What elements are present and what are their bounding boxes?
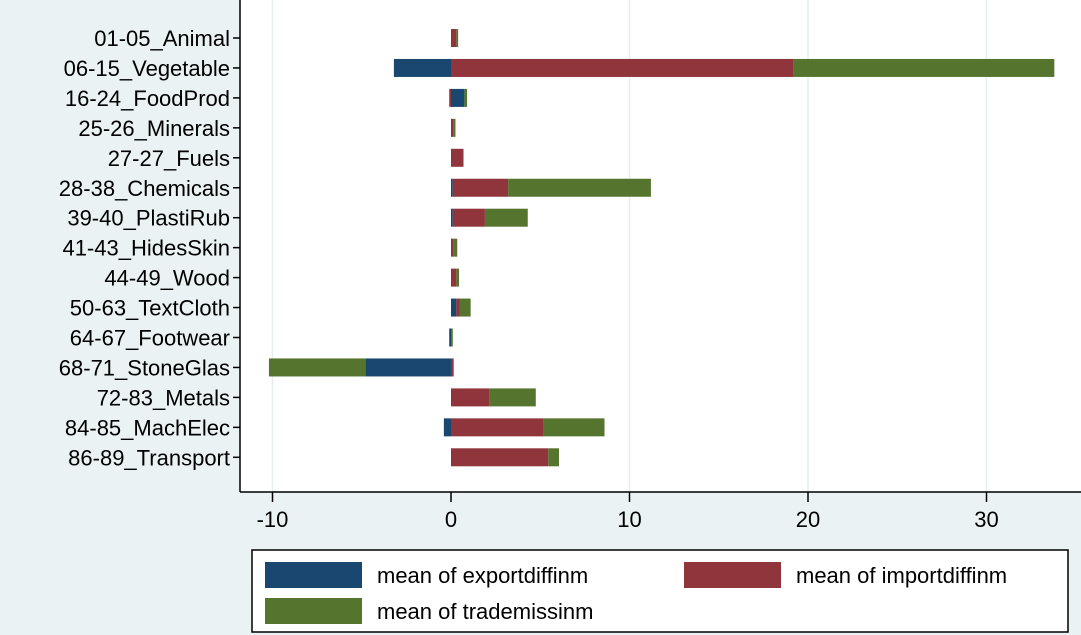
- bar-exportdiffinm-86-89-transport: [451, 448, 452, 467]
- legend-label-exportdiffinm: mean of exportdiffinm: [377, 563, 588, 588]
- legend-swatch-exportdiffinm: [265, 562, 362, 588]
- category-label-68-71-stoneglas: 68-71_StoneGlas: [59, 355, 230, 380]
- category-label-44-49-wood: 44-49_Wood: [104, 266, 230, 291]
- bar-importdiffinm-25-26-minerals: [451, 118, 454, 137]
- category-label-16-24-foodprod: 16-24_FoodProd: [65, 86, 230, 111]
- bar-exportdiffinm-44-49-wood: [451, 268, 452, 287]
- bar-importdiffinm-41-43-hidesskin: [451, 238, 454, 257]
- bar-trademissinm-68-71-stoneglas: [268, 358, 366, 377]
- bar-importdiffinm-44-49-wood: [451, 268, 457, 287]
- bar-trademissinm-16-24-foodprod: [464, 88, 468, 107]
- bar-exportdiffinm-16-24-foodprod: [451, 88, 465, 107]
- bar-trademissinm-44-49-wood: [456, 268, 460, 287]
- x-tick-label: 0: [445, 507, 457, 532]
- bar-importdiffinm-27-27-fuels: [451, 148, 464, 167]
- category-label-25-26-minerals: 25-26_Minerals: [78, 116, 230, 141]
- category-label-50-63-textcloth: 50-63_TextCloth: [70, 296, 230, 321]
- bar-trademissinm-64-67-footwear: [451, 328, 453, 347]
- plot-area: [240, 0, 1081, 492]
- legend-label-trademissinm: mean of trademissinm: [377, 599, 593, 624]
- bar-importdiffinm-28-38-chemicals: [452, 178, 509, 197]
- bar-exportdiffinm-68-71-stoneglas: [365, 358, 451, 377]
- category-label-72-83-metals: 72-83_Metals: [97, 385, 230, 410]
- legend: mean of exportdiffinm mean of importdiffi…: [251, 549, 1069, 633]
- category-label-64-67-footwear: 64-67_Footwear: [70, 326, 230, 351]
- bar-trademissinm-06-15-vegetable: [793, 58, 1055, 77]
- bar-exportdiffinm-50-63-textcloth: [451, 298, 457, 317]
- bar-exportdiffinm-06-15-vegetable: [393, 58, 451, 77]
- category-label-86-89-transport: 86-89_Transport: [68, 445, 230, 470]
- bar-importdiffinm-68-71-stoneglas: [451, 358, 454, 377]
- legend-label-importdiffinm: mean of importdiffinm: [796, 563, 1007, 588]
- category-label-28-38-chemicals: 28-38_Chemicals: [59, 176, 230, 201]
- category-label-06-15-vegetable: 06-15_Vegetable: [64, 56, 230, 81]
- x-axis-ticks: -10 0 10 20 30: [257, 492, 999, 532]
- bar-importdiffinm-84-85-machelec: [451, 418, 544, 437]
- category-label-27-27-fuels: 27-27_Fuels: [108, 146, 230, 171]
- bars: [268, 29, 1055, 467]
- bar-exportdiffinm-72-83-metals: [451, 388, 452, 407]
- bar-trademissinm-28-38-chemicals: [508, 178, 651, 197]
- gridlines: [271, 0, 988, 492]
- bar-exportdiffinm-01-05-animal: [451, 29, 452, 47]
- bar-exportdiffinm-84-85-machelec: [443, 418, 451, 437]
- bar-trademissinm-25-26-minerals: [453, 118, 456, 137]
- bar-trademissinm-41-43-hidesskin: [453, 238, 458, 257]
- category-label-41-43-hidesskin: 41-43_HidesSkin: [62, 236, 230, 261]
- bar-exportdiffinm-25-26-minerals: [451, 118, 452, 137]
- bar-importdiffinm-39-40-plastirub: [452, 208, 485, 227]
- bar-trademissinm-86-89-transport: [548, 448, 559, 467]
- bar-trademissinm-84-85-machelec: [543, 418, 605, 437]
- bar-trademissinm-39-40-plastirub: [484, 208, 528, 227]
- bar-trademissinm-50-63-textcloth: [459, 298, 471, 317]
- bar-exportdiffinm-41-43-hidesskin: [451, 238, 452, 257]
- x-tick-label: 30: [974, 507, 998, 532]
- bar-importdiffinm-01-05-animal: [451, 29, 457, 47]
- legend-box: [251, 549, 1069, 633]
- bar-importdiffinm-50-63-textcloth: [456, 298, 460, 317]
- bar-importdiffinm-72-83-metals: [451, 388, 490, 407]
- bar-exportdiffinm-28-38-chemicals: [451, 178, 453, 197]
- bar-exportdiffinm-64-67-footwear: [449, 328, 451, 347]
- bar-importdiffinm-06-15-vegetable: [451, 58, 794, 77]
- x-tick-label: 20: [796, 507, 820, 532]
- category-labels: 01-05_Animal 06-15_Vegetable 16-24_FoodPro…: [59, 26, 240, 470]
- legend-swatch-trademissinm: [265, 598, 362, 624]
- category-label-84-85-machelec: 84-85_MachElec: [65, 415, 230, 440]
- category-label-39-40-plastirub: 39-40_PlastiRub: [67, 206, 230, 231]
- x-tick-label: 10: [617, 507, 641, 532]
- bar-importdiffinm-16-24-foodprod: [449, 88, 451, 107]
- legend-swatch-importdiffinm: [684, 562, 781, 588]
- bar-importdiffinm-64-67-footwear: [451, 328, 452, 347]
- bar-importdiffinm-86-89-transport: [451, 448, 549, 467]
- x-tick-label: -10: [257, 507, 289, 532]
- bar-trademissinm-72-83-metals: [489, 388, 536, 407]
- category-label-01-05-animal: 01-05_Animal: [94, 26, 230, 51]
- bar-trademissinm-01-05-animal: [456, 29, 459, 47]
- bar-exportdiffinm-39-40-plastirub: [451, 208, 453, 227]
